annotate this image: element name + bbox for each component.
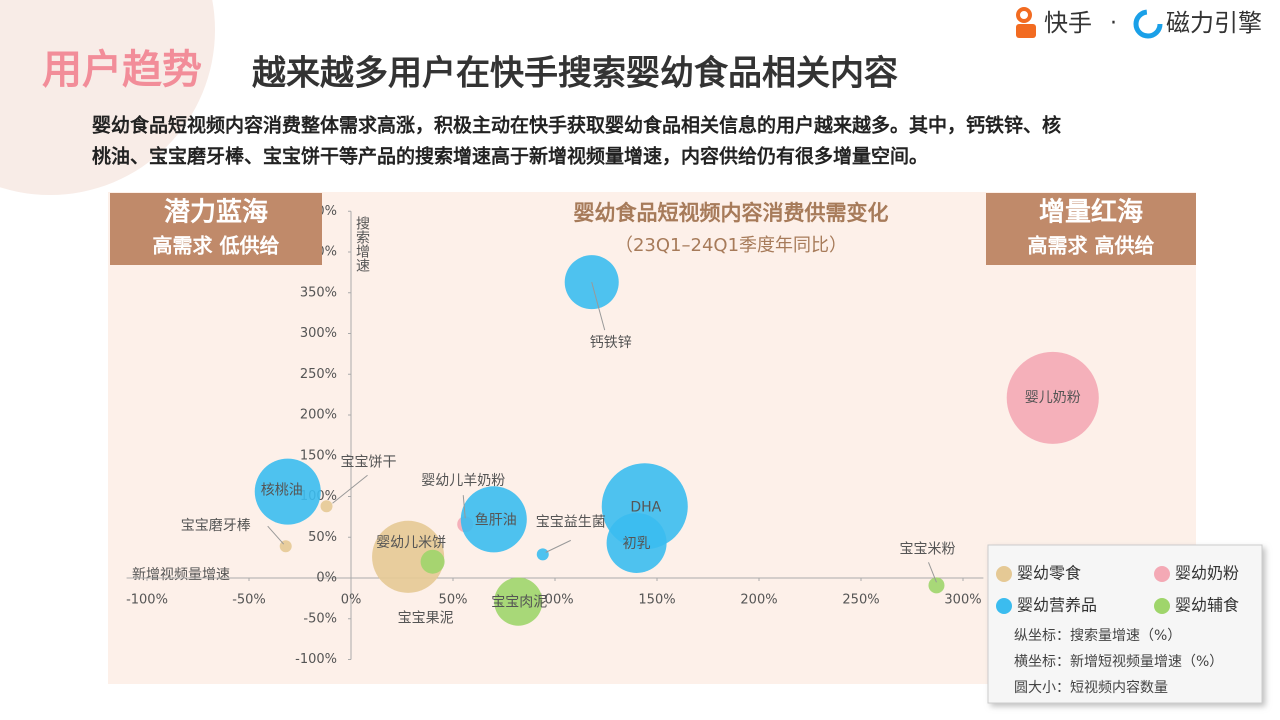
bubble	[320, 500, 333, 513]
bubble	[536, 548, 549, 561]
legend-note: 纵坐标：搜索量增速（%）	[1014, 627, 1181, 644]
intro-line: 婴幼食品短视频内容消费整体需求高涨，积极主动在快手获取婴幼食品相关信息的用户越来…	[92, 114, 1061, 137]
y-tick-label: 50%	[308, 530, 337, 545]
quadrant-subtitle: 高需求 低供给	[153, 234, 280, 258]
x-tick-label: 50%	[439, 593, 468, 608]
bubble-label: 宝宝磨牙棒	[181, 518, 251, 534]
bubble	[420, 549, 445, 574]
legend-swatch	[996, 566, 1012, 582]
legend-swatch	[1154, 566, 1170, 582]
bubble-label: 婴幼儿羊奶粉	[421, 473, 505, 489]
leader-line	[591, 282, 606, 331]
legend-label: 婴幼零食	[1017, 564, 1081, 583]
bubble-label: 核桃油	[261, 483, 303, 499]
legend-box	[987, 544, 1263, 704]
decor-circle	[0, 0, 215, 195]
bubble-label: DHA	[630, 499, 661, 515]
logo-icon	[1016, 7, 1032, 23]
leader-line	[545, 539, 571, 553]
chart-subtitle: （23Q1–24Q1季度年同比）	[615, 235, 847, 256]
leader-line	[267, 525, 285, 545]
legend-label: 婴幼营养品	[1017, 596, 1097, 615]
y-tick-label: -100%	[295, 652, 337, 667]
logo-icon	[1016, 24, 1036, 38]
x-tick-label: 0%	[341, 593, 362, 608]
x-tick-label: -100%	[126, 593, 168, 608]
bubble	[254, 458, 321, 525]
bubble-label: 钙铁锌	[590, 335, 632, 351]
legend-note: 圆大小：短视频内容数量	[1014, 679, 1168, 696]
logo-separator: ·	[1110, 11, 1117, 36]
legend-label: 婴幼奶粉	[1175, 564, 1239, 583]
bubble-label: 宝宝饼干	[341, 454, 397, 470]
x-tick-label: 250%	[842, 593, 879, 608]
bubble	[606, 512, 667, 573]
bubble-label: 鱼肝油	[475, 511, 517, 528]
y-tick-label: 300%	[300, 326, 337, 341]
y-tick-label: 350%	[300, 285, 337, 300]
x-tick-label: 150%	[638, 593, 675, 608]
bubble	[372, 520, 445, 593]
leader-line	[928, 562, 937, 583]
bubble-label: 初乳	[623, 535, 651, 552]
leader-line	[332, 474, 368, 504]
x-axis-label: 新增视频量增速	[132, 567, 230, 583]
bubble-label: 宝宝果泥	[398, 611, 454, 627]
bubble-label: 宝宝肉泥	[491, 595, 547, 611]
logo-icon	[1133, 9, 1163, 39]
logo: 快手 · 磁力引擎	[1016, 7, 1262, 39]
bubble-label: 宝宝益生菌	[536, 514, 606, 530]
bubble	[1006, 351, 1099, 444]
intro-line: 桃油、宝宝磨牙棒、宝宝饼干等产品的搜索增速高于新增视频量增速，内容供给仍有很多增…	[92, 145, 928, 168]
quadrant-box	[110, 193, 322, 265]
logo-text: 快手	[1044, 9, 1092, 37]
chart-title: 婴幼食品短视频内容消费供需变化	[574, 201, 889, 225]
y-tick-label: 200%	[300, 408, 337, 423]
bubble-label: 婴儿奶粉	[1025, 390, 1081, 406]
x-tick-label: 100%	[536, 593, 573, 608]
x-tick-label: 300%	[944, 593, 981, 608]
bubble-label: 宝宝米粉	[899, 541, 955, 557]
legend-swatch	[996, 598, 1012, 614]
quadrant-box	[986, 193, 1196, 265]
title-highlight: 用户趋势	[42, 47, 202, 93]
y-tick-label: 150%	[300, 448, 337, 463]
leader-line	[462, 495, 466, 519]
legend-note: 横坐标：新增短视频量增速（%）	[1014, 654, 1223, 670]
logo-text: 磁力引擎	[1166, 9, 1262, 37]
quadrant-title: 增量红海	[1039, 197, 1143, 228]
quadrant-title: 潜力蓝海	[164, 198, 268, 228]
x-tick-label: 200%	[740, 593, 777, 608]
legend-swatch	[1154, 598, 1170, 614]
legend-label: 婴幼辅食	[1175, 596, 1239, 615]
y-tick-label: -50%	[303, 611, 337, 626]
y-tick-label: 250%	[300, 367, 337, 382]
bubble-label: 婴幼儿米饼	[376, 535, 446, 551]
bubble	[460, 486, 527, 553]
title: 越来越多用户在快手搜索婴幼食品相关内容	[252, 54, 898, 94]
quadrant-subtitle: 高需求 高供给	[1028, 234, 1155, 258]
y-axis-label: 搜索增速	[354, 216, 370, 273]
bubble	[928, 577, 945, 594]
bubble	[494, 577, 543, 626]
y-tick-label: 0%	[316, 571, 337, 586]
x-tick-label: -50%	[232, 593, 266, 608]
